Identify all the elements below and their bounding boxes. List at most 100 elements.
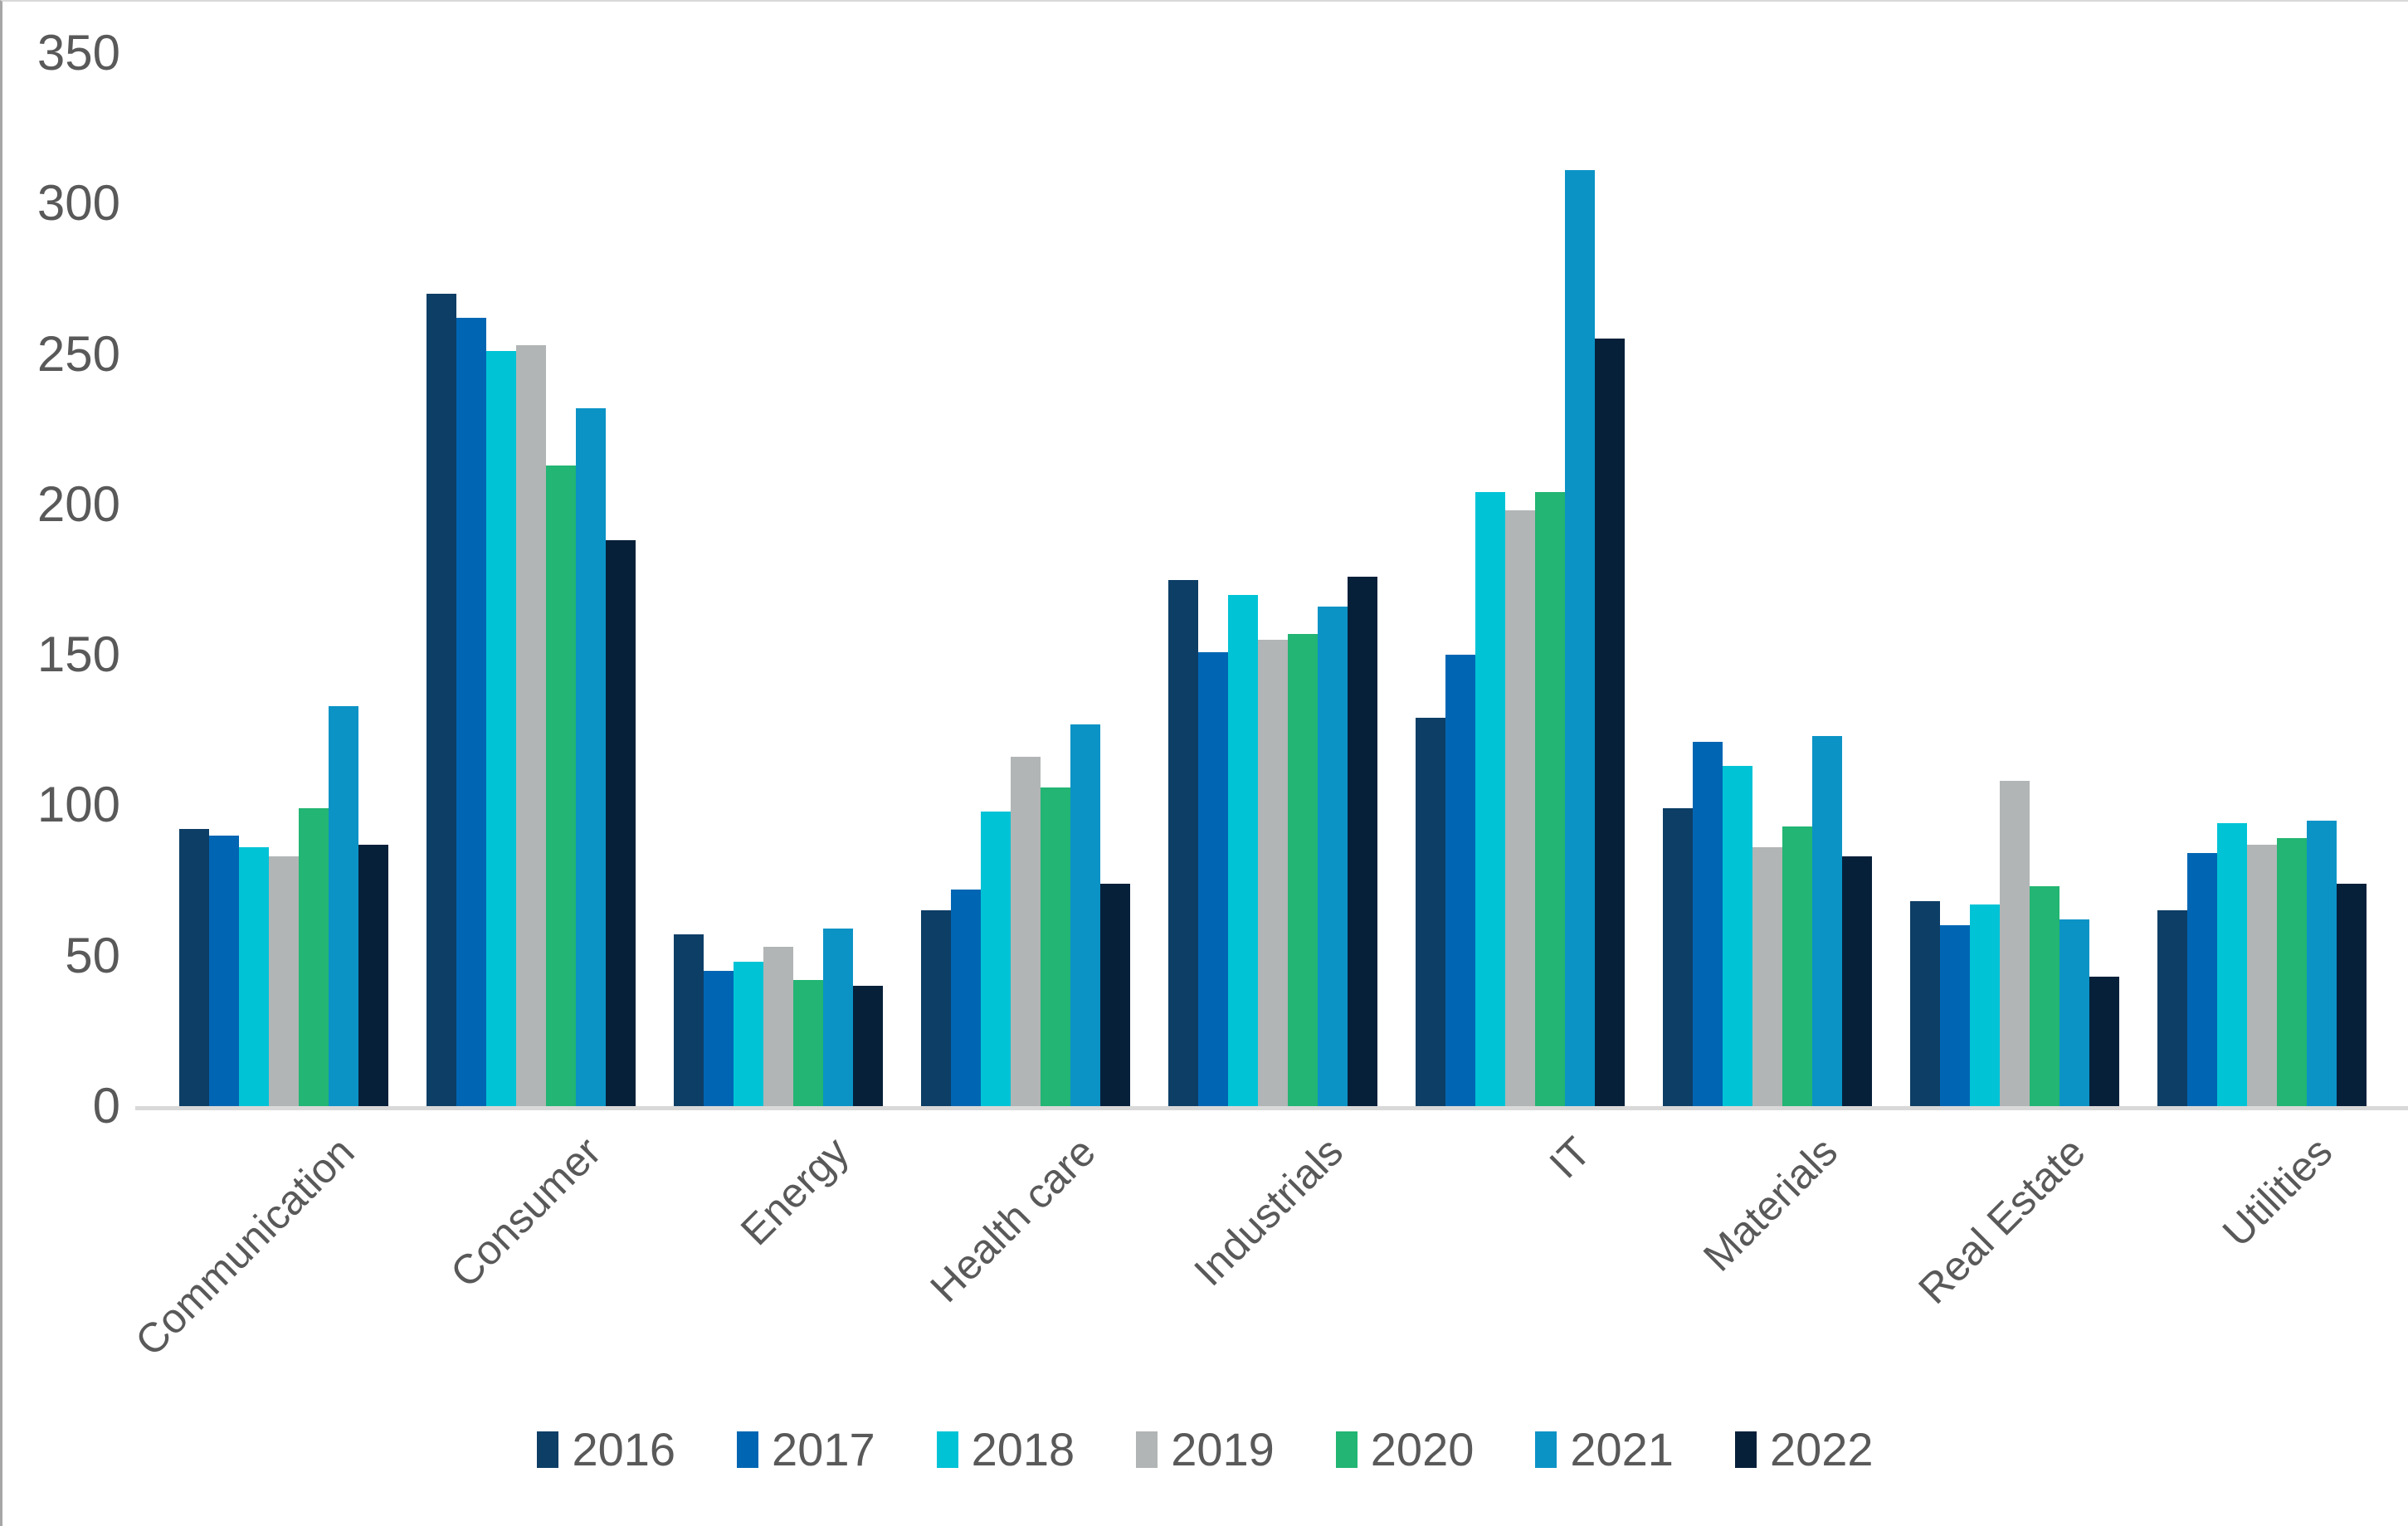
bar-2019-health-care <box>1011 757 1041 1106</box>
legend-swatch-2021 <box>1535 1431 1557 1468</box>
bar-2021-materials <box>1812 736 1842 1106</box>
bar-2017-materials <box>1693 742 1723 1106</box>
bar-2022-communication <box>358 844 388 1106</box>
legend-label-2020: 2020 <box>1370 1423 1475 1475</box>
bar-2017-energy <box>704 970 734 1106</box>
legend-item-2019: 2019 <box>1136 1422 1275 1476</box>
bar-2020-health-care <box>1041 787 1070 1106</box>
x-axis-label-health-care: Health care <box>921 1128 1105 1311</box>
bar-2018-real-estate <box>1970 904 2000 1106</box>
bar-2016-utilities <box>2157 910 2187 1106</box>
x-axis-label-industrials: Industrials <box>1185 1128 1353 1295</box>
legend-item-2021: 2021 <box>1535 1422 1674 1476</box>
bar-2017-communication <box>209 835 239 1106</box>
bar-2017-health-care <box>951 889 981 1106</box>
x-axis-label-consumer: Consumer <box>441 1128 611 1297</box>
bar-2019-industrials <box>1258 640 1288 1106</box>
x-axis-label-materials: Materials <box>1694 1128 1847 1280</box>
bar-2020-communication <box>299 808 329 1106</box>
bar-2016-real-estate <box>1910 901 1940 1106</box>
bar-2019-consumer <box>516 344 546 1106</box>
legend-label-2017: 2017 <box>772 1423 875 1475</box>
y-tick-label-50: 50 <box>65 927 120 983</box>
bar-2020-it <box>1535 492 1565 1106</box>
x-axis-line <box>135 1106 2408 1110</box>
legend-label-2016: 2016 <box>572 1423 676 1475</box>
x-axis-label-real-estate: Real Estate <box>1908 1128 2094 1313</box>
bar-2021-communication <box>329 705 358 1106</box>
bar-2018-energy <box>734 961 763 1106</box>
bar-2019-energy <box>763 946 793 1106</box>
legend-item-2016: 2016 <box>537 1422 675 1476</box>
bar-2016-communication <box>179 829 209 1106</box>
legend-item-2022: 2022 <box>1734 1422 1874 1476</box>
bar-2018-it <box>1475 492 1505 1106</box>
bar-2022-materials <box>1842 856 1872 1106</box>
bar-2021-utilities <box>2307 820 2337 1106</box>
bar-2021-energy <box>823 929 853 1106</box>
bar-2022-utilities <box>2337 883 2367 1106</box>
legend-label-2019: 2019 <box>1171 1423 1275 1475</box>
bar-2018-health-care <box>981 811 1011 1106</box>
bar-2021-industrials <box>1318 607 1348 1106</box>
bar-2018-materials <box>1723 766 1752 1106</box>
legend-item-2018: 2018 <box>936 1422 1075 1476</box>
bar-2017-it <box>1445 655 1475 1106</box>
bar-2019-real-estate <box>2000 781 2030 1106</box>
bar-2017-industrials <box>1198 651 1228 1106</box>
bar-2018-consumer <box>486 350 516 1106</box>
bar-2021-real-estate <box>2059 919 2089 1106</box>
bar-2017-utilities <box>2187 853 2217 1106</box>
legend-swatch-2018 <box>936 1431 958 1468</box>
y-tick-label-300: 300 <box>37 175 120 232</box>
x-axis-label-energy: Energy <box>731 1128 858 1255</box>
bar-2016-it <box>1416 718 1445 1106</box>
bar-2021-health-care <box>1070 724 1100 1106</box>
y-tick-label-0: 0 <box>92 1078 120 1134</box>
bar-2022-health-care <box>1100 883 1130 1106</box>
legend-swatch-2019 <box>1136 1431 1158 1468</box>
legend-item-2020: 2020 <box>1335 1422 1475 1476</box>
legend-swatch-2020 <box>1335 1431 1358 1468</box>
bar-2021-it <box>1565 170 1595 1106</box>
legend-label-2018: 2018 <box>971 1423 1075 1475</box>
bar-2016-energy <box>674 934 704 1106</box>
legend-swatch-2017 <box>737 1431 759 1468</box>
x-axis-label-it: IT <box>1540 1128 1600 1187</box>
bar-2020-utilities <box>2277 838 2307 1106</box>
bar-2016-health-care <box>921 910 951 1106</box>
y-tick-label-350: 350 <box>37 25 120 80</box>
legend-swatch-2016 <box>537 1431 559 1468</box>
x-axis-label-communication: Communication <box>125 1128 363 1365</box>
bar-2022-it <box>1595 339 1625 1106</box>
bar-2020-energy <box>793 979 823 1106</box>
legend-item-2017: 2017 <box>737 1422 875 1476</box>
legend-swatch-2022 <box>1734 1431 1757 1468</box>
bar-2019-utilities <box>2247 844 2277 1106</box>
bar-2016-industrials <box>1168 579 1198 1106</box>
bar-2022-industrials <box>1348 576 1377 1106</box>
y-tick-label-100: 100 <box>37 777 120 833</box>
bar-2020-materials <box>1782 826 1812 1106</box>
bar-2017-consumer <box>456 318 486 1106</box>
bar-2020-consumer <box>546 465 576 1106</box>
legend-label-2022: 2022 <box>1769 1423 1874 1475</box>
legend: 2016 2017 2018 2019 2020 2021 2022 <box>2 1422 2408 1476</box>
bar-2020-industrials <box>1288 633 1318 1106</box>
bar-2016-consumer <box>427 294 456 1106</box>
bar-2021-consumer <box>576 407 606 1106</box>
x-axis-label-utilities: Utilities <box>2213 1128 2342 1256</box>
y-tick-label-250: 250 <box>37 325 120 382</box>
bar-2019-communication <box>269 856 299 1106</box>
bar-2018-utilities <box>2217 823 2247 1106</box>
bar-2019-materials <box>1752 847 1782 1106</box>
bar-2018-industrials <box>1228 594 1258 1106</box>
bar-2019-it <box>1505 510 1535 1106</box>
bar-2018-communication <box>239 847 269 1106</box>
bar-2016-materials <box>1663 808 1693 1106</box>
bar-2017-real-estate <box>1940 925 1970 1106</box>
bar-2020-real-estate <box>2030 886 2059 1106</box>
y-tick-label-150: 150 <box>37 626 120 683</box>
bar-2022-energy <box>853 985 883 1106</box>
